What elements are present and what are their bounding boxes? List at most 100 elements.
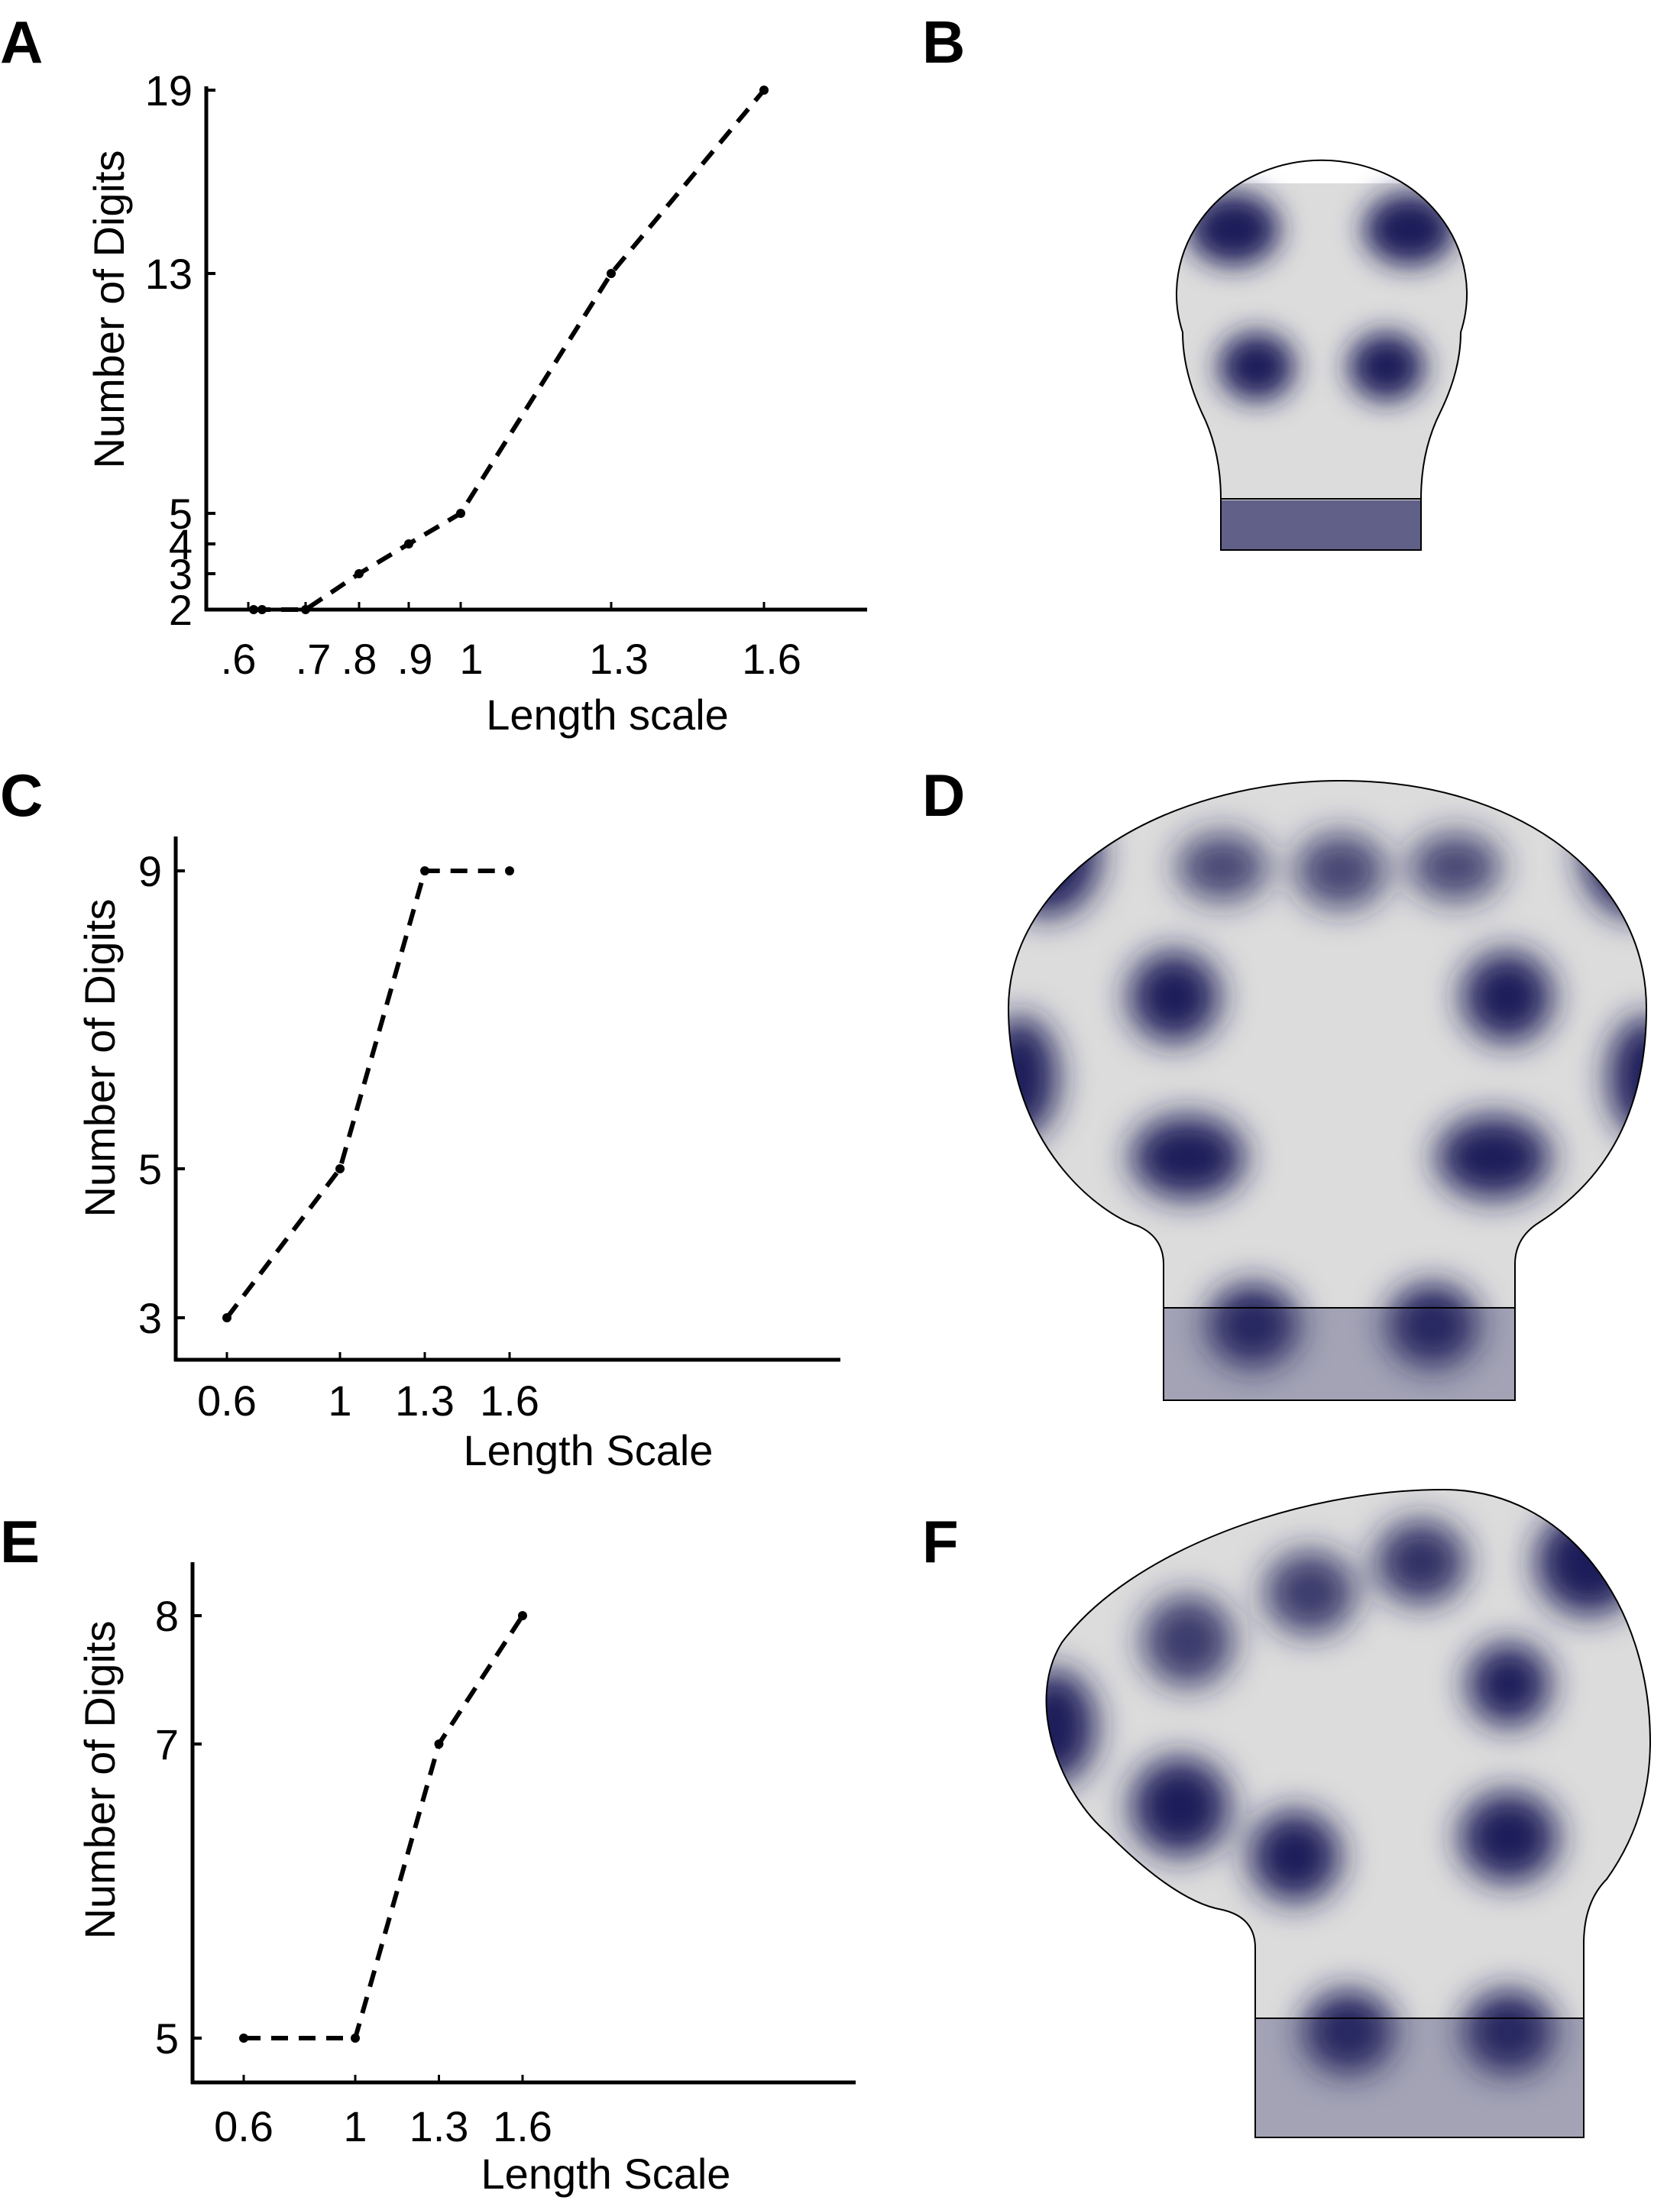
panel-label-a: A xyxy=(0,8,43,76)
x-axis-title: Length scale xyxy=(486,691,729,739)
data-series xyxy=(222,866,514,1322)
chart-e: 5 7 8 0.6 1 1.3 1.6 Length Scale Number of Di… xyxy=(76,1562,856,2198)
x-tick-label: 1 xyxy=(459,635,483,683)
spot xyxy=(1410,833,1501,901)
x-tick-label: 1 xyxy=(343,2102,367,2150)
data-point xyxy=(249,605,258,614)
y-tick-label: 5 xyxy=(169,490,193,538)
spot xyxy=(1462,951,1553,1043)
y-axis-title: Number of Digits xyxy=(85,150,133,468)
panel-label-b: B xyxy=(922,8,965,76)
data-point xyxy=(239,2034,248,2043)
simulation-image-d xyxy=(1007,779,1648,1401)
y-tick-label: 9 xyxy=(138,847,162,895)
x-tick-label: 1.3 xyxy=(395,1377,455,1425)
x-tick-label: .7 xyxy=(296,635,332,683)
spot xyxy=(1219,332,1295,401)
data-point xyxy=(222,1313,231,1322)
x-tick-label: 1.6 xyxy=(493,2102,552,2150)
data-point xyxy=(759,86,769,95)
spot xyxy=(1608,1016,1646,1138)
simulation-image-f xyxy=(1045,1488,1652,2138)
spot xyxy=(1249,1810,1341,1902)
data-point xyxy=(518,1611,527,1620)
spot xyxy=(1264,1551,1356,1635)
x-tick-label: 1 xyxy=(328,1377,351,1425)
spot xyxy=(1046,1669,1096,1784)
spot xyxy=(1303,1990,1394,2074)
spot xyxy=(1131,1115,1245,1199)
x-tick-label: 1.3 xyxy=(409,2102,469,2150)
series-line xyxy=(254,89,766,612)
x-tick-label: .8 xyxy=(342,635,377,683)
spot xyxy=(1467,1642,1551,1726)
y-tick-label: 3 xyxy=(138,1294,162,1342)
spot xyxy=(1008,1016,1058,1138)
spot xyxy=(1436,1115,1551,1199)
y-ticks: 3 5 9 xyxy=(138,847,185,1342)
data-point xyxy=(434,1739,444,1749)
y-axis-title: Number of Digits xyxy=(76,1620,124,1939)
x-axis-title: Length Scale xyxy=(464,1426,714,1474)
data-point xyxy=(607,269,616,278)
y-tick-label: 13 xyxy=(145,250,193,298)
data-point xyxy=(351,2034,360,2043)
panel-label-e: E xyxy=(0,1508,40,1575)
data-point xyxy=(257,605,267,614)
x-tick-label: 1.6 xyxy=(742,635,801,683)
data-point xyxy=(404,539,413,548)
spot xyxy=(1364,193,1455,266)
x-ticks: .6 .7.8 .9 1 1.3 1.6 xyxy=(221,602,801,683)
x-tick-label: .6 xyxy=(221,635,257,683)
y-tick-label: 4 xyxy=(169,520,193,568)
series-line xyxy=(244,1614,525,2040)
data-point xyxy=(420,866,429,875)
x-tick-label: 1.6 xyxy=(480,1377,539,1425)
chart-c: 3 5 9 0.6 1 1.3 1.6 Length Scale Number of Di… xyxy=(76,836,840,1474)
y-tick-label: 2 xyxy=(169,586,193,634)
y-axis-title: Number of Digits xyxy=(76,898,124,1217)
spot xyxy=(1188,193,1280,266)
y-ticks: 5 7 8 xyxy=(155,1592,202,2063)
spot xyxy=(1207,1283,1299,1367)
spot xyxy=(1459,1791,1559,1883)
spot xyxy=(1177,833,1268,901)
simulation-image-b xyxy=(1176,159,1468,551)
y-tick-label: 5 xyxy=(155,2014,179,2063)
spot xyxy=(1387,1283,1478,1367)
spot xyxy=(1131,1757,1230,1856)
spot xyxy=(1463,1990,1555,2074)
spot xyxy=(1008,794,1100,917)
spot xyxy=(1348,332,1425,401)
spot xyxy=(1142,1595,1234,1687)
spot xyxy=(1375,1520,1467,1604)
x-ticks: 0.6 1 1.3 1.6 xyxy=(214,2075,552,2150)
x-tick-label: 0.6 xyxy=(197,1377,257,1425)
data-series xyxy=(249,86,769,614)
series-line xyxy=(225,869,510,1319)
spot xyxy=(1128,951,1220,1043)
y-tick-label: 19 xyxy=(145,66,193,115)
data-series xyxy=(239,1611,527,2043)
y-tick-label: 5 xyxy=(138,1145,162,1193)
x-axis-title: Length Scale xyxy=(481,2150,731,2198)
data-point xyxy=(354,569,364,578)
y-tick-label: 8 xyxy=(155,1592,179,1640)
x-ticks: 0.6 1 1.3 1.6 xyxy=(197,1352,539,1425)
panel-label-c: C xyxy=(0,762,43,829)
x-tick-label: .9 xyxy=(397,635,433,683)
panel-label-f: F xyxy=(922,1508,959,1575)
x-tick-label: 1.3 xyxy=(589,635,649,683)
data-point xyxy=(456,509,465,518)
y-tick-label: 7 xyxy=(155,1720,179,1768)
panel-label-d: D xyxy=(922,762,965,829)
data-point xyxy=(505,866,514,875)
data-point xyxy=(335,1164,345,1173)
y-tick-label: 3 xyxy=(169,550,193,598)
spot xyxy=(1295,833,1387,909)
data-point xyxy=(301,605,310,614)
x-tick-label: 0.6 xyxy=(214,2102,274,2150)
